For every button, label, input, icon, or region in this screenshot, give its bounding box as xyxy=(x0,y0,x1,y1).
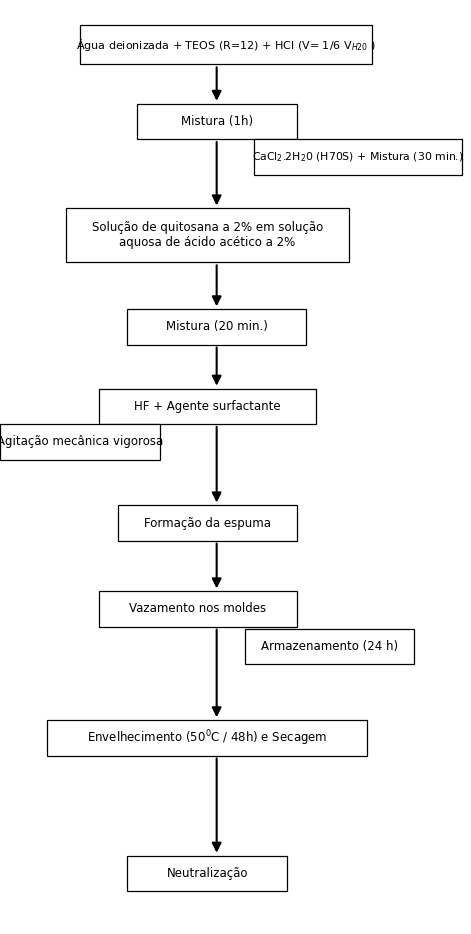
FancyBboxPatch shape xyxy=(99,591,297,627)
FancyBboxPatch shape xyxy=(66,208,349,262)
FancyBboxPatch shape xyxy=(118,505,297,541)
FancyBboxPatch shape xyxy=(80,25,372,64)
Text: CaCl$_2$.2H$_2$0 (H70S) + Mistura (30 min.): CaCl$_2$.2H$_2$0 (H70S) + Mistura (30 mi… xyxy=(252,150,464,163)
Text: HF + Agente surfactante: HF + Agente surfactante xyxy=(134,400,281,413)
FancyBboxPatch shape xyxy=(127,856,287,891)
Text: Agitação mecânica vigorosa: Agitação mecânica vigorosa xyxy=(0,435,163,448)
Text: Mistura (20 min.): Mistura (20 min.) xyxy=(166,320,268,333)
Text: Neutralização: Neutralização xyxy=(166,867,248,880)
FancyBboxPatch shape xyxy=(127,309,306,345)
FancyBboxPatch shape xyxy=(99,389,316,424)
FancyBboxPatch shape xyxy=(245,629,414,664)
Text: Armazenamento (24 h): Armazenamento (24 h) xyxy=(261,640,398,653)
FancyBboxPatch shape xyxy=(47,720,367,756)
FancyBboxPatch shape xyxy=(137,104,297,139)
Text: Vazamento nos moldes: Vazamento nos moldes xyxy=(129,602,267,616)
Text: Solução de quitosana a 2% em solução
aquosa de ácido acético a 2%: Solução de quitosana a 2% em solução aqu… xyxy=(92,221,323,249)
FancyBboxPatch shape xyxy=(0,424,160,460)
FancyBboxPatch shape xyxy=(254,139,462,175)
Text: Formação da espuma: Formação da espuma xyxy=(144,517,271,530)
Text: Mistura (1h): Mistura (1h) xyxy=(180,115,253,128)
Text: Água deionizada + TEOS (R=12) + HCl (V= 1/6 V$_{H20}$ ): Água deionizada + TEOS (R=12) + HCl (V= … xyxy=(76,36,376,53)
Text: Envelhecimento (50$^0$C / 48h) e Secagem: Envelhecimento (50$^0$C / 48h) e Secagem xyxy=(87,729,327,747)
